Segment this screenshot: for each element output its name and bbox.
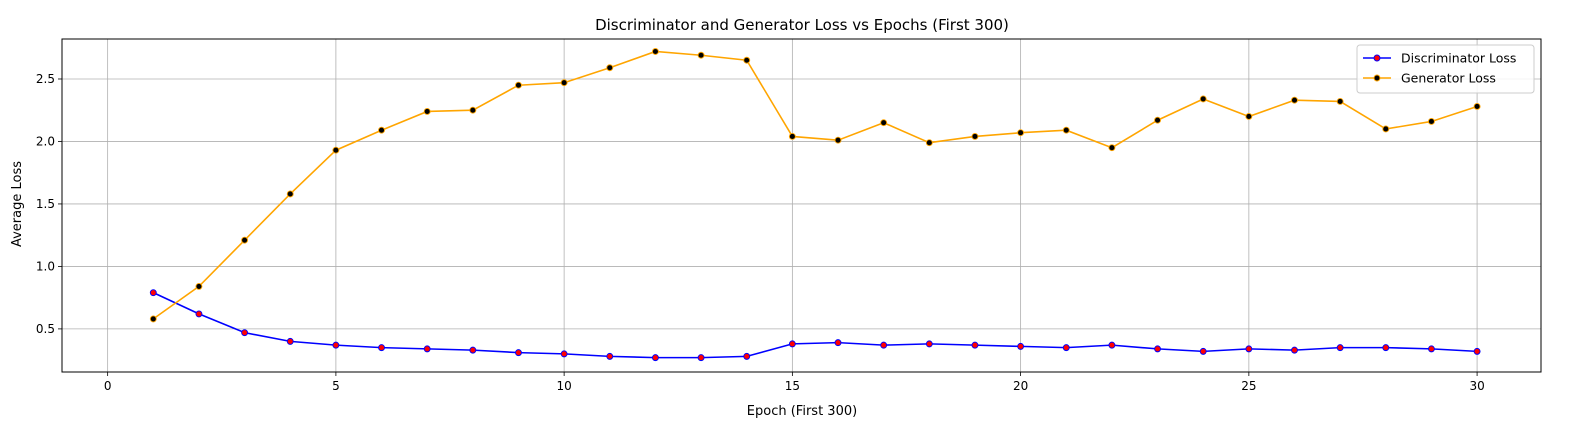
data-point	[378, 344, 385, 352]
data-point	[149, 315, 157, 323]
data-point	[606, 64, 614, 72]
data-point	[743, 56, 751, 64]
legend-marker	[1373, 54, 1381, 62]
data-point	[925, 340, 933, 348]
x-tick-label: 25	[1241, 379, 1256, 393]
data-point	[606, 352, 614, 360]
series-group	[149, 48, 1481, 362]
data-point	[1062, 344, 1070, 352]
data-point	[743, 352, 751, 360]
x-tick-label: 20	[1013, 379, 1028, 393]
legend-box	[1356, 44, 1535, 94]
data-point	[880, 341, 888, 349]
data-point	[378, 126, 385, 134]
data-point	[651, 48, 659, 55]
data-point	[469, 106, 477, 114]
legend-marker	[1373, 74, 1381, 82]
data-point	[332, 341, 340, 349]
data-point	[1473, 103, 1481, 110]
data-point	[1291, 346, 1298, 354]
y-axis-ticks: 0.5 1.0 1.5 2.0 2.5	[36, 72, 62, 336]
data-point	[1017, 342, 1025, 350]
x-axis-ticks: 0 5 10 15 20 25 30	[104, 372, 1485, 393]
data-point	[1427, 345, 1435, 353]
x-tick-label: 0	[104, 379, 112, 393]
x-tick-label: 30	[1469, 379, 1484, 393]
y-tick-label: 0.5	[36, 322, 55, 336]
data-point	[1108, 341, 1116, 349]
y-tick-label: 2.5	[36, 72, 55, 86]
data-point	[1199, 95, 1207, 103]
data-point	[149, 289, 157, 297]
data-point	[788, 340, 796, 348]
y-tick-label: 1.5	[36, 197, 55, 211]
x-tick-label: 5	[332, 379, 340, 393]
data-point	[971, 133, 979, 140]
grid	[62, 39, 1541, 372]
data-point	[1473, 347, 1481, 355]
data-point	[1062, 126, 1070, 134]
data-point	[1291, 96, 1298, 104]
data-point	[1017, 129, 1025, 137]
legend-label: Generator Loss	[1401, 71, 1496, 86]
data-point	[195, 310, 203, 318]
data-point	[241, 329, 249, 337]
y-tick-label: 2.0	[36, 134, 55, 148]
data-point	[925, 139, 933, 147]
data-point	[788, 133, 796, 140]
data-point	[880, 119, 888, 127]
data-point	[332, 146, 340, 154]
series-line-0	[152, 291, 1478, 359]
data-point	[560, 79, 568, 87]
x-axis-label: Epoch (First 300)	[747, 404, 857, 419]
series-line-1	[152, 50, 1478, 320]
x-tick-label: 10	[556, 379, 571, 393]
data-point	[1245, 113, 1253, 120]
data-point	[697, 354, 705, 362]
data-point	[1382, 344, 1390, 352]
data-point	[1154, 116, 1162, 124]
data-point	[1199, 347, 1207, 355]
x-tick-label: 15	[785, 379, 800, 393]
y-axis-label: Average Loss	[10, 161, 25, 247]
data-point	[1154, 345, 1162, 353]
data-point	[1427, 118, 1435, 125]
legend: Discriminator Loss Generator Loss	[1356, 44, 1535, 94]
data-point	[834, 136, 842, 144]
data-point	[1336, 98, 1344, 105]
plot-frame	[61, 38, 1542, 373]
data-point	[697, 51, 705, 59]
chart-title: Discriminator and Generator Loss vs Epoc…	[595, 16, 1009, 34]
y-tick-label: 1.0	[36, 259, 55, 273]
data-point	[469, 346, 477, 354]
data-point	[286, 337, 294, 345]
data-point	[515, 349, 522, 357]
legend-label: Discriminator Loss	[1401, 51, 1516, 66]
data-point	[423, 108, 431, 115]
data-point	[971, 341, 979, 349]
data-point	[1108, 144, 1116, 152]
data-point	[241, 236, 249, 244]
data-point	[1382, 125, 1390, 133]
data-point	[423, 345, 431, 353]
data-point	[834, 339, 842, 347]
data-point	[515, 81, 522, 89]
data-point	[560, 350, 568, 358]
data-point	[1245, 345, 1253, 353]
data-point	[651, 354, 659, 362]
data-point	[1336, 344, 1344, 352]
data-point	[286, 190, 294, 198]
data-point	[195, 282, 203, 290]
